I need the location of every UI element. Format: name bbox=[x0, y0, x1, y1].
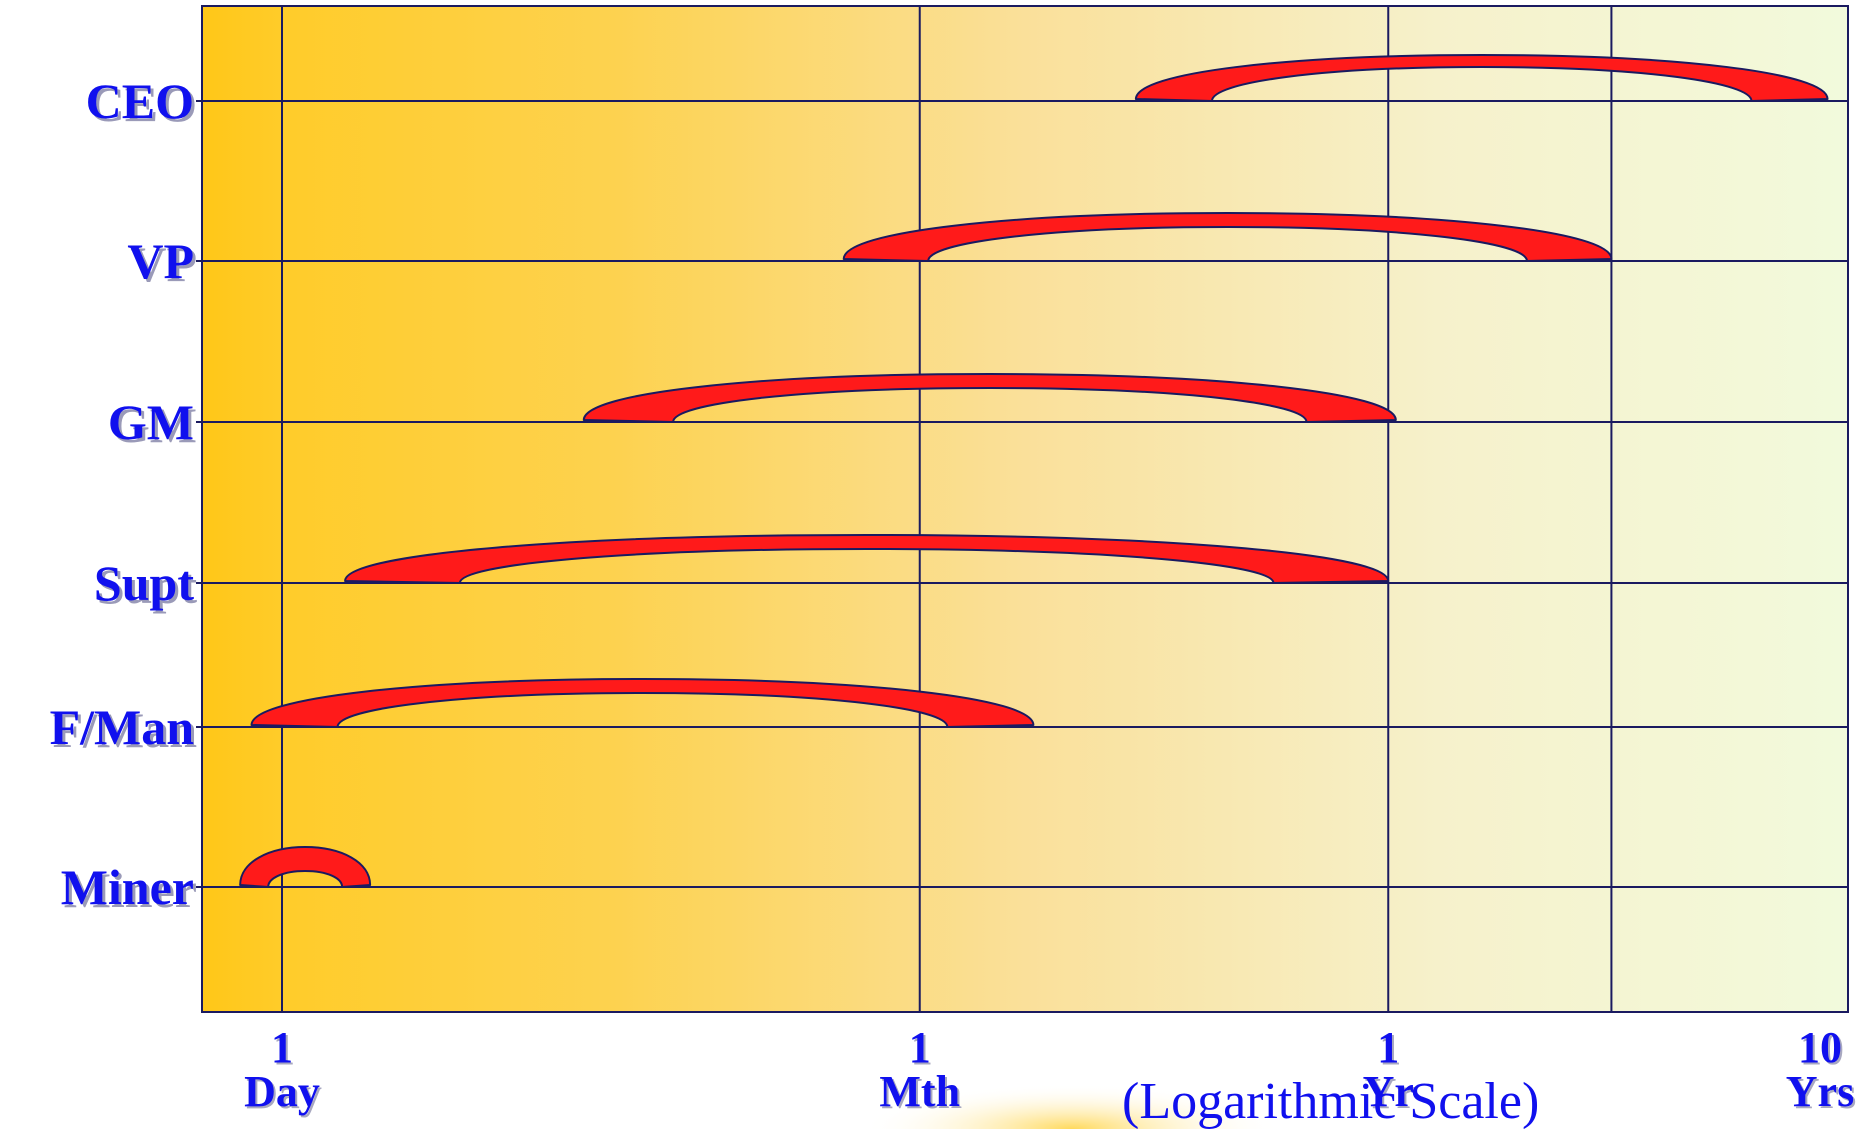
y-label-shadow: Supt bbox=[97, 558, 197, 614]
grid-lines bbox=[196, 6, 1848, 1012]
x-tick-label-shadow: Yrs bbox=[1788, 1069, 1856, 1118]
y-label: F/Man bbox=[50, 699, 195, 755]
x-tick-label-unit: Yr bbox=[1363, 1067, 1414, 1116]
x-tick-label-shadow: 1 bbox=[911, 1025, 933, 1074]
arc-miner bbox=[239, 846, 372, 888]
y-label: GM bbox=[108, 394, 194, 450]
x-tick-label-value: 1 bbox=[909, 1023, 931, 1072]
x-tick-label-value: 1 bbox=[1377, 1023, 1399, 1072]
x-tick-label-shadow: Yr bbox=[1365, 1069, 1416, 1118]
x-tick-label-unit: Day bbox=[244, 1067, 320, 1116]
y-label: CEO bbox=[86, 73, 194, 129]
scale-note: (Logarithmic Scale) bbox=[1122, 1073, 1539, 1129]
arc-ceo bbox=[1134, 54, 1829, 102]
x-tick-label-unit: Yrs bbox=[1786, 1067, 1854, 1116]
arc-gm bbox=[582, 373, 1397, 423]
arc-f-man bbox=[250, 678, 1035, 728]
background-glow bbox=[700, 1000, 1300, 1129]
y-label-shadow: VP bbox=[130, 236, 197, 292]
y-label: Supt bbox=[94, 555, 194, 611]
arc-supt bbox=[344, 534, 1390, 584]
x-tick-label-shadow: 1 bbox=[1379, 1025, 1401, 1074]
y-label-shadow: CEO bbox=[89, 76, 197, 132]
plot-area bbox=[201, 5, 1849, 1013]
x-tick-label-shadow: Day bbox=[246, 1069, 322, 1118]
y-label-shadow: Miner bbox=[64, 862, 197, 918]
arc-vp bbox=[842, 212, 1613, 262]
x-tick-label-shadow: Mth bbox=[881, 1069, 962, 1118]
y-label: VP bbox=[127, 233, 194, 289]
y-label-shadow: GM bbox=[111, 397, 197, 453]
x-tick-label-shadow: 1 bbox=[273, 1025, 295, 1074]
y-axis-labels: CEOCEOVPVPGMGMSuptSuptF/ManF/ManMinerMin… bbox=[50, 73, 198, 918]
y-label-shadow: F/Man bbox=[53, 702, 198, 758]
y-label: Miner bbox=[61, 859, 194, 915]
x-tick-label-value: 10 bbox=[1798, 1023, 1842, 1072]
x-tick-label-unit: Mth bbox=[879, 1067, 960, 1116]
arc-series bbox=[239, 54, 1829, 888]
x-tick-label-value: 1 bbox=[271, 1023, 293, 1072]
x-tick-label-shadow: 10 bbox=[1800, 1025, 1844, 1074]
